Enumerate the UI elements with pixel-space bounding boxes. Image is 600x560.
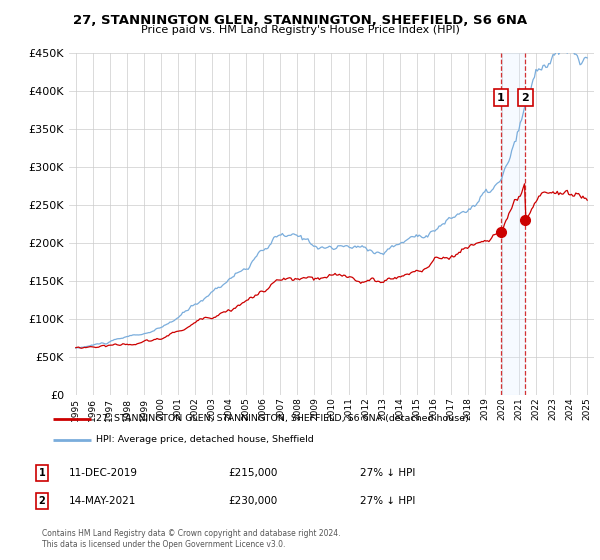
Text: Price paid vs. HM Land Registry's House Price Index (HPI): Price paid vs. HM Land Registry's House … <box>140 25 460 35</box>
Text: 1: 1 <box>38 468 46 478</box>
Text: HPI: Average price, detached house, Sheffield: HPI: Average price, detached house, Shef… <box>96 435 314 444</box>
Text: 27% ↓ HPI: 27% ↓ HPI <box>360 496 415 506</box>
Bar <box>501 53 526 395</box>
Text: 1: 1 <box>497 92 505 102</box>
Text: 14-MAY-2021: 14-MAY-2021 <box>69 496 136 506</box>
Text: 27, STANNINGTON GLEN, STANNINGTON, SHEFFIELD, S6 6NA (detached house): 27, STANNINGTON GLEN, STANNINGTON, SHEFF… <box>96 414 469 423</box>
Text: £230,000: £230,000 <box>228 496 277 506</box>
Text: £215,000: £215,000 <box>228 468 277 478</box>
Text: 27, STANNINGTON GLEN, STANNINGTON, SHEFFIELD, S6 6NA: 27, STANNINGTON GLEN, STANNINGTON, SHEFF… <box>73 14 527 27</box>
Text: 2: 2 <box>38 496 46 506</box>
Text: 11-DEC-2019: 11-DEC-2019 <box>69 468 138 478</box>
Text: Contains HM Land Registry data © Crown copyright and database right 2024.
This d: Contains HM Land Registry data © Crown c… <box>42 529 341 549</box>
Text: 2: 2 <box>521 92 529 102</box>
Text: 27% ↓ HPI: 27% ↓ HPI <box>360 468 415 478</box>
